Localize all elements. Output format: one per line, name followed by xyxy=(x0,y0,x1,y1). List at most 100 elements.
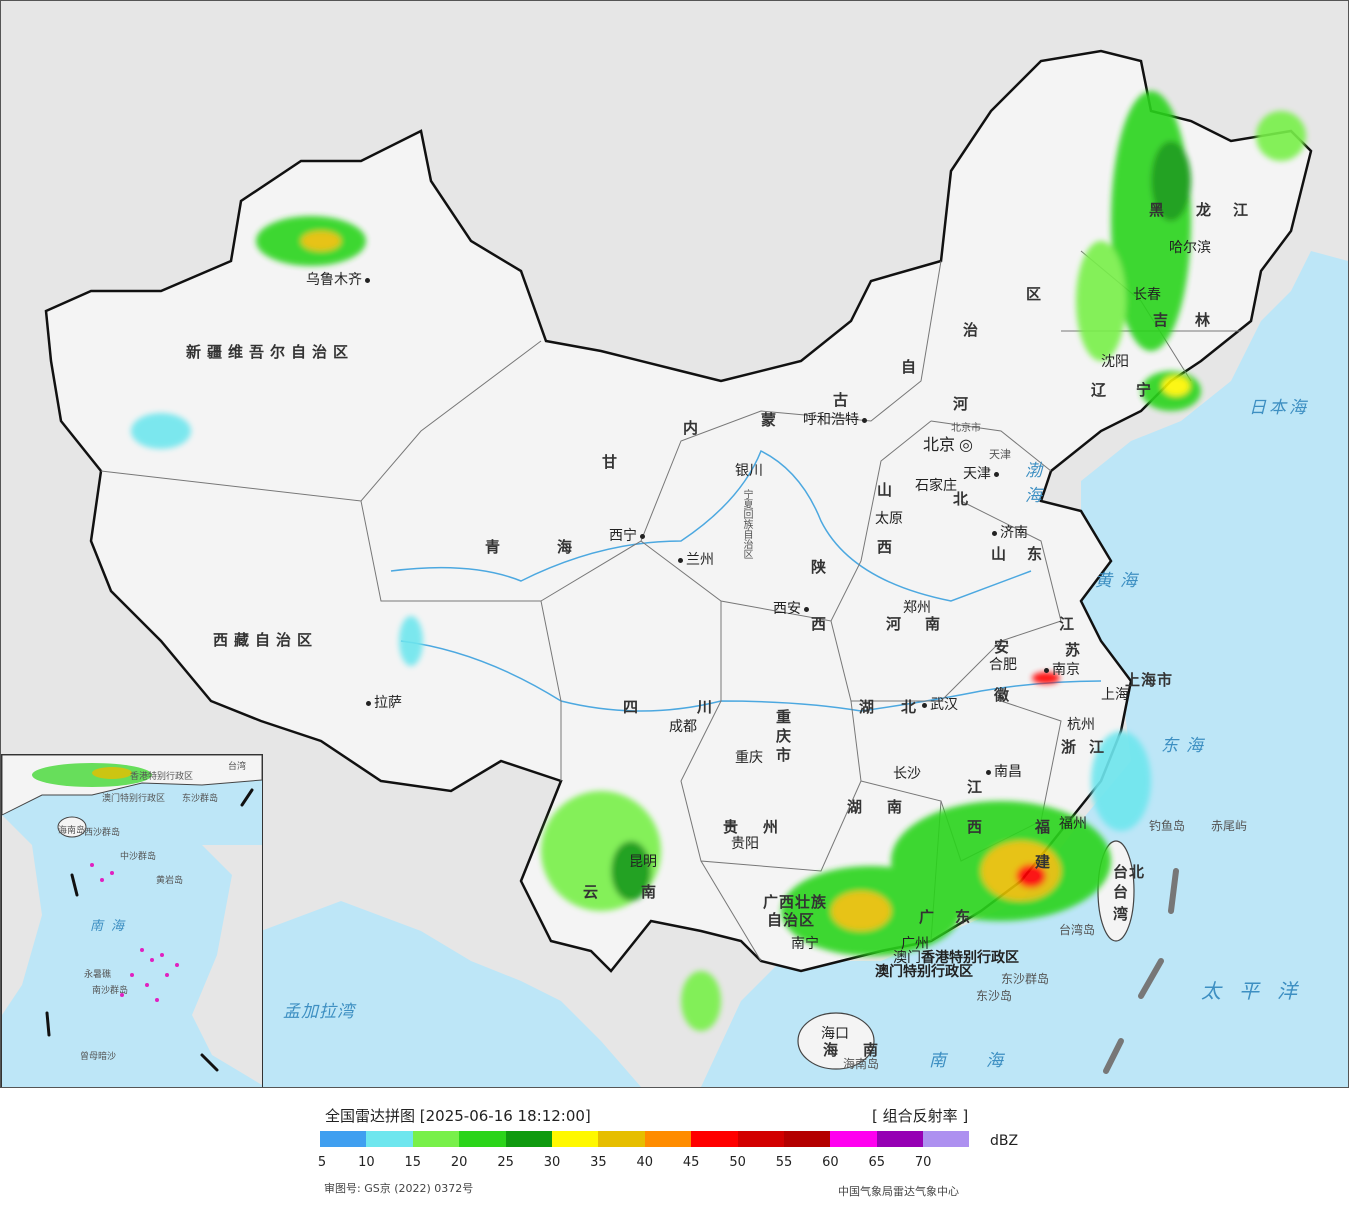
region-zhejiang-2: 江 xyxy=(1089,738,1111,756)
color-swatch-11 xyxy=(830,1131,877,1147)
city-nanchang: 南昌 xyxy=(983,761,1022,781)
region-fujian-1: 福 xyxy=(1035,818,1057,836)
inset-dongsha: 东沙群岛 xyxy=(182,794,219,804)
city-xian: 西安 xyxy=(773,598,812,618)
city-shanghai: 上海 xyxy=(1101,687,1129,703)
region-macau: 澳门特别行政区 xyxy=(875,964,973,980)
island-chiwei: 赤尾屿 xyxy=(1211,819,1248,833)
region-anhui-2: 徽 xyxy=(994,686,1016,704)
region-shaanxi-1: 陕 xyxy=(811,558,833,576)
region-taiwan-1: 台北 xyxy=(1113,863,1146,881)
island-dongsha-qundao: 东沙群岛 xyxy=(1001,972,1050,986)
city-urumqi: 乌鲁木齐 xyxy=(306,269,373,289)
region-taiwan-2: 台 xyxy=(1113,883,1135,901)
region-sichuan-2: 川 xyxy=(697,698,719,716)
region-jiangxi-2: 西 xyxy=(967,818,989,836)
scale-tick-35: 35 xyxy=(590,1155,607,1170)
region-anhui-1: 安 xyxy=(994,638,1016,656)
region-hebei-1: 河 xyxy=(953,395,975,413)
region-heilongjiang-2: 龙 xyxy=(1196,201,1218,219)
city-chengdu: 成都 xyxy=(669,719,697,735)
city-tianjin: 天津 xyxy=(963,463,1002,483)
city-zhengzhou: 郑州 xyxy=(903,600,931,616)
city-taiyuan: 太原 xyxy=(875,511,903,527)
scale-tick-50: 50 xyxy=(729,1155,746,1170)
city-lhasa: 拉萨 xyxy=(363,692,402,712)
region-hubei-1: 湖 xyxy=(859,698,881,716)
city-jinan: 济南 xyxy=(989,522,1028,542)
region-guizhou-1: 贵 xyxy=(723,818,745,836)
china-map-svg xyxy=(44,49,1348,1087)
sea-donghai: 东海 xyxy=(1161,736,1211,756)
region-neimeng-5: 治 xyxy=(963,321,985,339)
sea-taipingyang: 太平洋 xyxy=(1201,979,1315,1003)
sea-mengjiala-wan: 孟加拉湾 xyxy=(283,1002,355,1022)
color-swatch-13 xyxy=(923,1131,970,1147)
color-swatch-2 xyxy=(412,1131,460,1147)
region-guangxi-1: 广西壮族 xyxy=(763,893,828,911)
inset-hk: 香港特别行政区 xyxy=(130,772,194,782)
region-chongqing: 重庆市 xyxy=(774,709,792,766)
scale-tick-65: 65 xyxy=(868,1155,886,1170)
yellow-river xyxy=(390,449,1032,602)
region-sichuan-1: 四 xyxy=(623,698,645,716)
scale-tick-5: 5 xyxy=(317,1155,327,1170)
region-neimeng-4: 自 xyxy=(901,358,923,376)
region-hubei-2: 北 xyxy=(901,698,923,716)
city-aomen: 澳门 xyxy=(893,950,921,966)
city-hefei: 合肥 xyxy=(989,657,1017,673)
region-shandong-2: 东 xyxy=(1027,545,1049,563)
scale-tick-45: 45 xyxy=(682,1155,700,1170)
region-taiwan-3: 湾 xyxy=(1113,905,1135,923)
region-shaanxi-2: 西 xyxy=(811,615,833,633)
city-beijing: 北京 ◎ xyxy=(923,435,973,454)
region-liaoning-2: 宁 xyxy=(1136,381,1158,399)
legend-footer xyxy=(0,1088,1349,1208)
city-yinchuan: 银川 xyxy=(735,463,763,479)
city-chongqing: 重庆 xyxy=(735,750,763,766)
city-hangzhou: 杭州 xyxy=(1067,717,1095,733)
radar-map: 新疆维吾尔自治区 西藏自治区 青 海 甘 四 川 内 蒙 古 自 治 区 黑 龙… xyxy=(0,0,1349,1088)
scale-tick-40: 40 xyxy=(636,1155,654,1170)
credit: 中国气象局雷达气象中心 xyxy=(838,1185,959,1198)
sea-area-west xyxy=(261,901,641,1087)
region-zhejiang-1: 浙 xyxy=(1061,738,1083,756)
region-gansu: 甘 xyxy=(602,453,624,471)
region-hebei-2: 北 xyxy=(953,490,975,508)
color-swatch-12 xyxy=(876,1131,924,1147)
unit-label: dBZ xyxy=(990,1133,1019,1149)
region-beijing-city: 北京市 xyxy=(951,423,981,434)
scale-tick-30: 30 xyxy=(543,1155,561,1170)
scale-tick-10: 10 xyxy=(358,1155,375,1170)
color-swatch-7 xyxy=(644,1131,692,1147)
color-swatch-3 xyxy=(459,1131,506,1147)
region-neimeng-6: 区 xyxy=(1026,285,1048,303)
china-land xyxy=(44,49,1313,973)
region-guangdong-1: 广 xyxy=(919,908,941,926)
color-swatch-6 xyxy=(598,1131,645,1147)
sea-bohai: 渤海 xyxy=(1021,461,1041,511)
scale-tick-15: 15 xyxy=(404,1155,422,1170)
region-neimeng-1: 内 xyxy=(683,419,705,437)
city-kunming: 昆明 xyxy=(629,854,657,870)
city-wuhan: 武汉 xyxy=(919,694,958,714)
inset-svg xyxy=(2,755,262,1085)
city-guiyang: 贵阳 xyxy=(731,836,759,852)
region-henan-1: 河 xyxy=(886,615,908,633)
region-hainan-2: 南 xyxy=(863,1041,885,1059)
city-xining: 西宁 xyxy=(609,525,648,545)
inset-nanhai: 南海 xyxy=(90,919,133,934)
region-jiangsu-1: 江 xyxy=(1059,615,1081,633)
region-ningxia: 宁夏回族自治区 xyxy=(741,489,752,559)
south-china-sea-inset: 南海 西沙群岛 中沙群岛 南沙群岛 黄岩岛 曾母暗沙 永暑礁 香港特别行政区 澳… xyxy=(1,754,263,1087)
region-xinjiang: 新疆维吾尔自治区 xyxy=(186,343,355,361)
color-swatch-4 xyxy=(505,1131,552,1147)
scale-tick-60: 60 xyxy=(822,1155,839,1170)
city-nanning: 南宁 xyxy=(791,936,819,952)
region-yunnan-2: 南 xyxy=(641,883,663,901)
region-guangdong-2: 东 xyxy=(955,908,977,926)
region-jilin-2: 林 xyxy=(1195,311,1217,329)
region-guangxi-2: 自治区 xyxy=(767,911,816,929)
region-qinghai-1: 青 xyxy=(485,538,507,556)
region-shanxi-1: 山 xyxy=(877,481,899,499)
